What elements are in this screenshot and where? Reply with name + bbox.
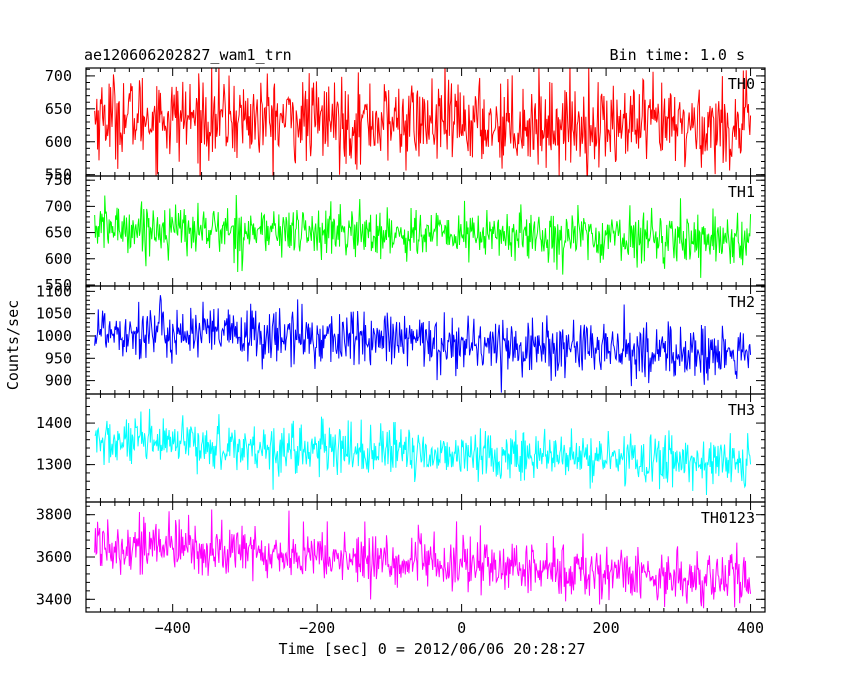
y-tick-label: 3400 bbox=[36, 590, 72, 608]
series-line-th3 bbox=[94, 408, 752, 496]
panel-label: TH2 bbox=[728, 293, 755, 311]
panel-th0123: 3400 3600 3800 TH0123 bbox=[36, 501, 766, 613]
y-tick-label: 550 bbox=[45, 166, 72, 184]
x-axis: −400 −200 0 200 400 bbox=[155, 619, 764, 637]
y-tick-label: 1300 bbox=[36, 456, 72, 474]
panel-th3: 1300 1400 TH3 bbox=[36, 393, 766, 503]
x-tick-label: 0 bbox=[457, 619, 466, 637]
y-tick-label: 900 bbox=[45, 372, 72, 390]
chart-title: ae120606202827_wam1_trn bbox=[84, 46, 292, 64]
y-tick-label: 600 bbox=[45, 133, 72, 151]
series-line-th1 bbox=[94, 194, 752, 278]
x-axis-label: Time [sec] 0 = 2012/06/06 20:28:27 bbox=[278, 640, 585, 658]
y-tick-label: 700 bbox=[45, 197, 72, 215]
panel-th1: 550 600 650 700 750 TH1 bbox=[45, 171, 766, 294]
y-tick-label: 1100 bbox=[36, 282, 72, 300]
series-line-th2 bbox=[94, 295, 752, 393]
series-line-th0123 bbox=[94, 509, 752, 609]
panel-label: TH3 bbox=[728, 401, 755, 419]
y-tick-label: 700 bbox=[45, 67, 72, 85]
panel-th2: 900 950 1000 1050 1100 TH2 bbox=[36, 282, 766, 395]
y-tick-label: 750 bbox=[45, 171, 72, 189]
y-tick-label: 950 bbox=[45, 349, 72, 367]
y-tick-label: 1000 bbox=[36, 327, 72, 345]
x-tick-label: −200 bbox=[299, 619, 335, 637]
panel-label: TH0123 bbox=[701, 509, 755, 527]
y-tick-label: 650 bbox=[45, 224, 72, 242]
panel-th0: 550 600 650 700 TH0 bbox=[45, 67, 766, 184]
y-tick-label: 1050 bbox=[36, 305, 72, 323]
panel-label: TH1 bbox=[728, 183, 755, 201]
panel-label: TH0 bbox=[728, 75, 755, 93]
y-axis-label: Counts/sec bbox=[4, 300, 22, 390]
bin-time-label: Bin time: 1.0 s bbox=[610, 46, 745, 64]
y-tick-label: 3800 bbox=[36, 506, 72, 524]
y-tick-label: 650 bbox=[45, 100, 72, 118]
x-tick-label: −400 bbox=[155, 619, 191, 637]
y-tick-label: 1400 bbox=[36, 414, 72, 432]
y-tick-label: 3600 bbox=[36, 548, 72, 566]
x-tick-label: 200 bbox=[593, 619, 620, 637]
y-tick-label: 550 bbox=[45, 276, 72, 294]
series-line-th0 bbox=[94, 68, 752, 176]
y-tick-label: 600 bbox=[45, 250, 72, 268]
panels-layer: 550 600 650 700 TH0 550 600 650 700 750 TH1 900 950 1… bbox=[36, 67, 766, 613]
x-tick-label: 400 bbox=[737, 619, 764, 637]
